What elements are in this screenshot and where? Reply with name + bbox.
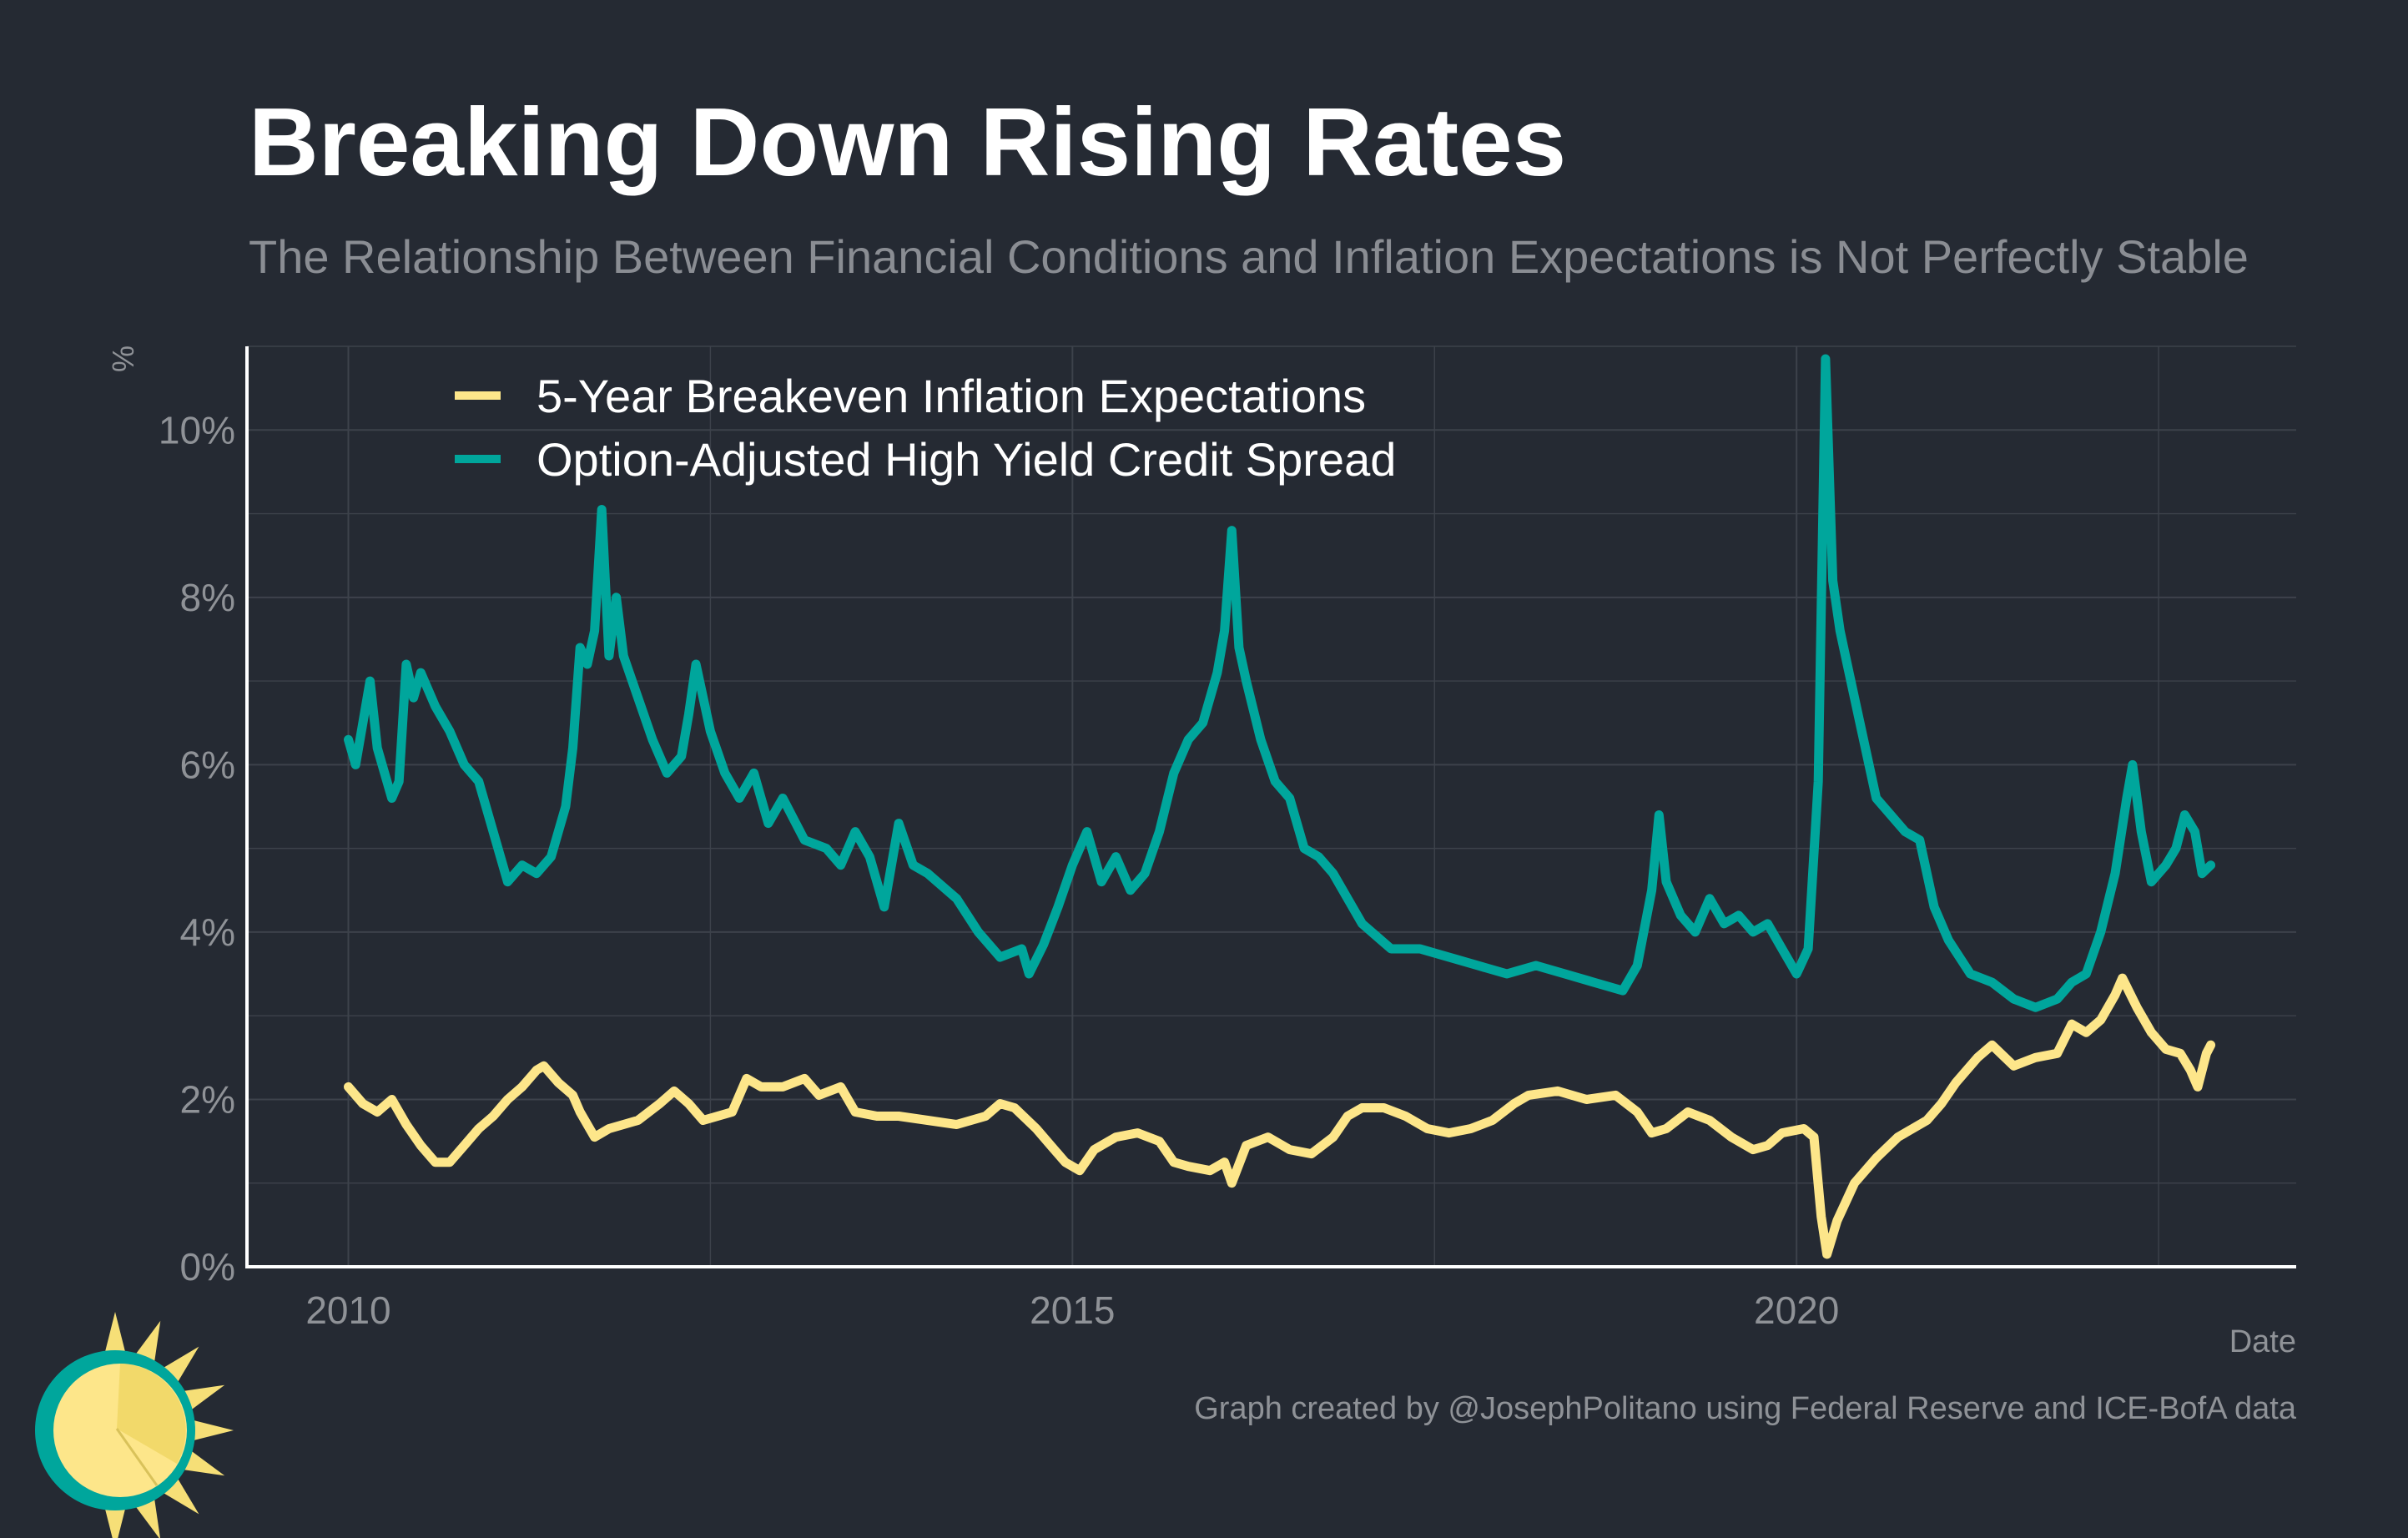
sun-ray <box>191 1419 234 1441</box>
series-line-spread <box>344 354 2216 1012</box>
sun-ray <box>181 1384 225 1411</box>
grid-lines <box>247 345 2296 1267</box>
chart-title: Breaking Down Rising Rates <box>249 88 1567 196</box>
y-tick-label: 6% <box>180 743 235 786</box>
legend: 5-Year Breakeven Inflation Expectations … <box>455 370 1396 486</box>
y-tick-label: 2% <box>180 1077 235 1121</box>
legend-label-breakeven: 5-Year Breakeven Inflation Expectations <box>537 370 1366 422</box>
axes <box>245 346 2296 1268</box>
sun-ray <box>134 1496 160 1538</box>
sun-ray <box>181 1450 225 1476</box>
source-credit: Graph created by @JosephPolitano using F… <box>1194 1391 2297 1426</box>
x-tick-label: 2020 <box>1754 1288 1839 1332</box>
series-line-breakeven <box>344 973 2216 1259</box>
sun-ray <box>134 1320 161 1364</box>
y-tick-label: 0% <box>180 1245 235 1288</box>
chart-subtitle: The Relationship Between Financial Condi… <box>249 230 2249 283</box>
x-tick-label: 2015 <box>1030 1288 1115 1332</box>
y-tick-label: 8% <box>180 576 235 619</box>
series-lines <box>344 354 2216 1259</box>
y-tick-label: 10% <box>159 408 235 451</box>
sun-ray <box>104 1312 126 1354</box>
sun-ray <box>104 1506 126 1538</box>
y-tick-label: 4% <box>180 910 235 954</box>
y-axis-label: % <box>106 345 140 372</box>
tick-labels: 0% 2% 4% 6% 8% 10% 2010 2015 2020 <box>159 408 1839 1332</box>
sun-logo-icon <box>35 1312 234 1538</box>
x-tick-label: 2010 <box>305 1288 390 1332</box>
legend-label-spread: Option-Adjusted High Yield Credit Spread <box>537 433 1396 486</box>
x-axis-label: Date <box>2229 1324 2296 1359</box>
